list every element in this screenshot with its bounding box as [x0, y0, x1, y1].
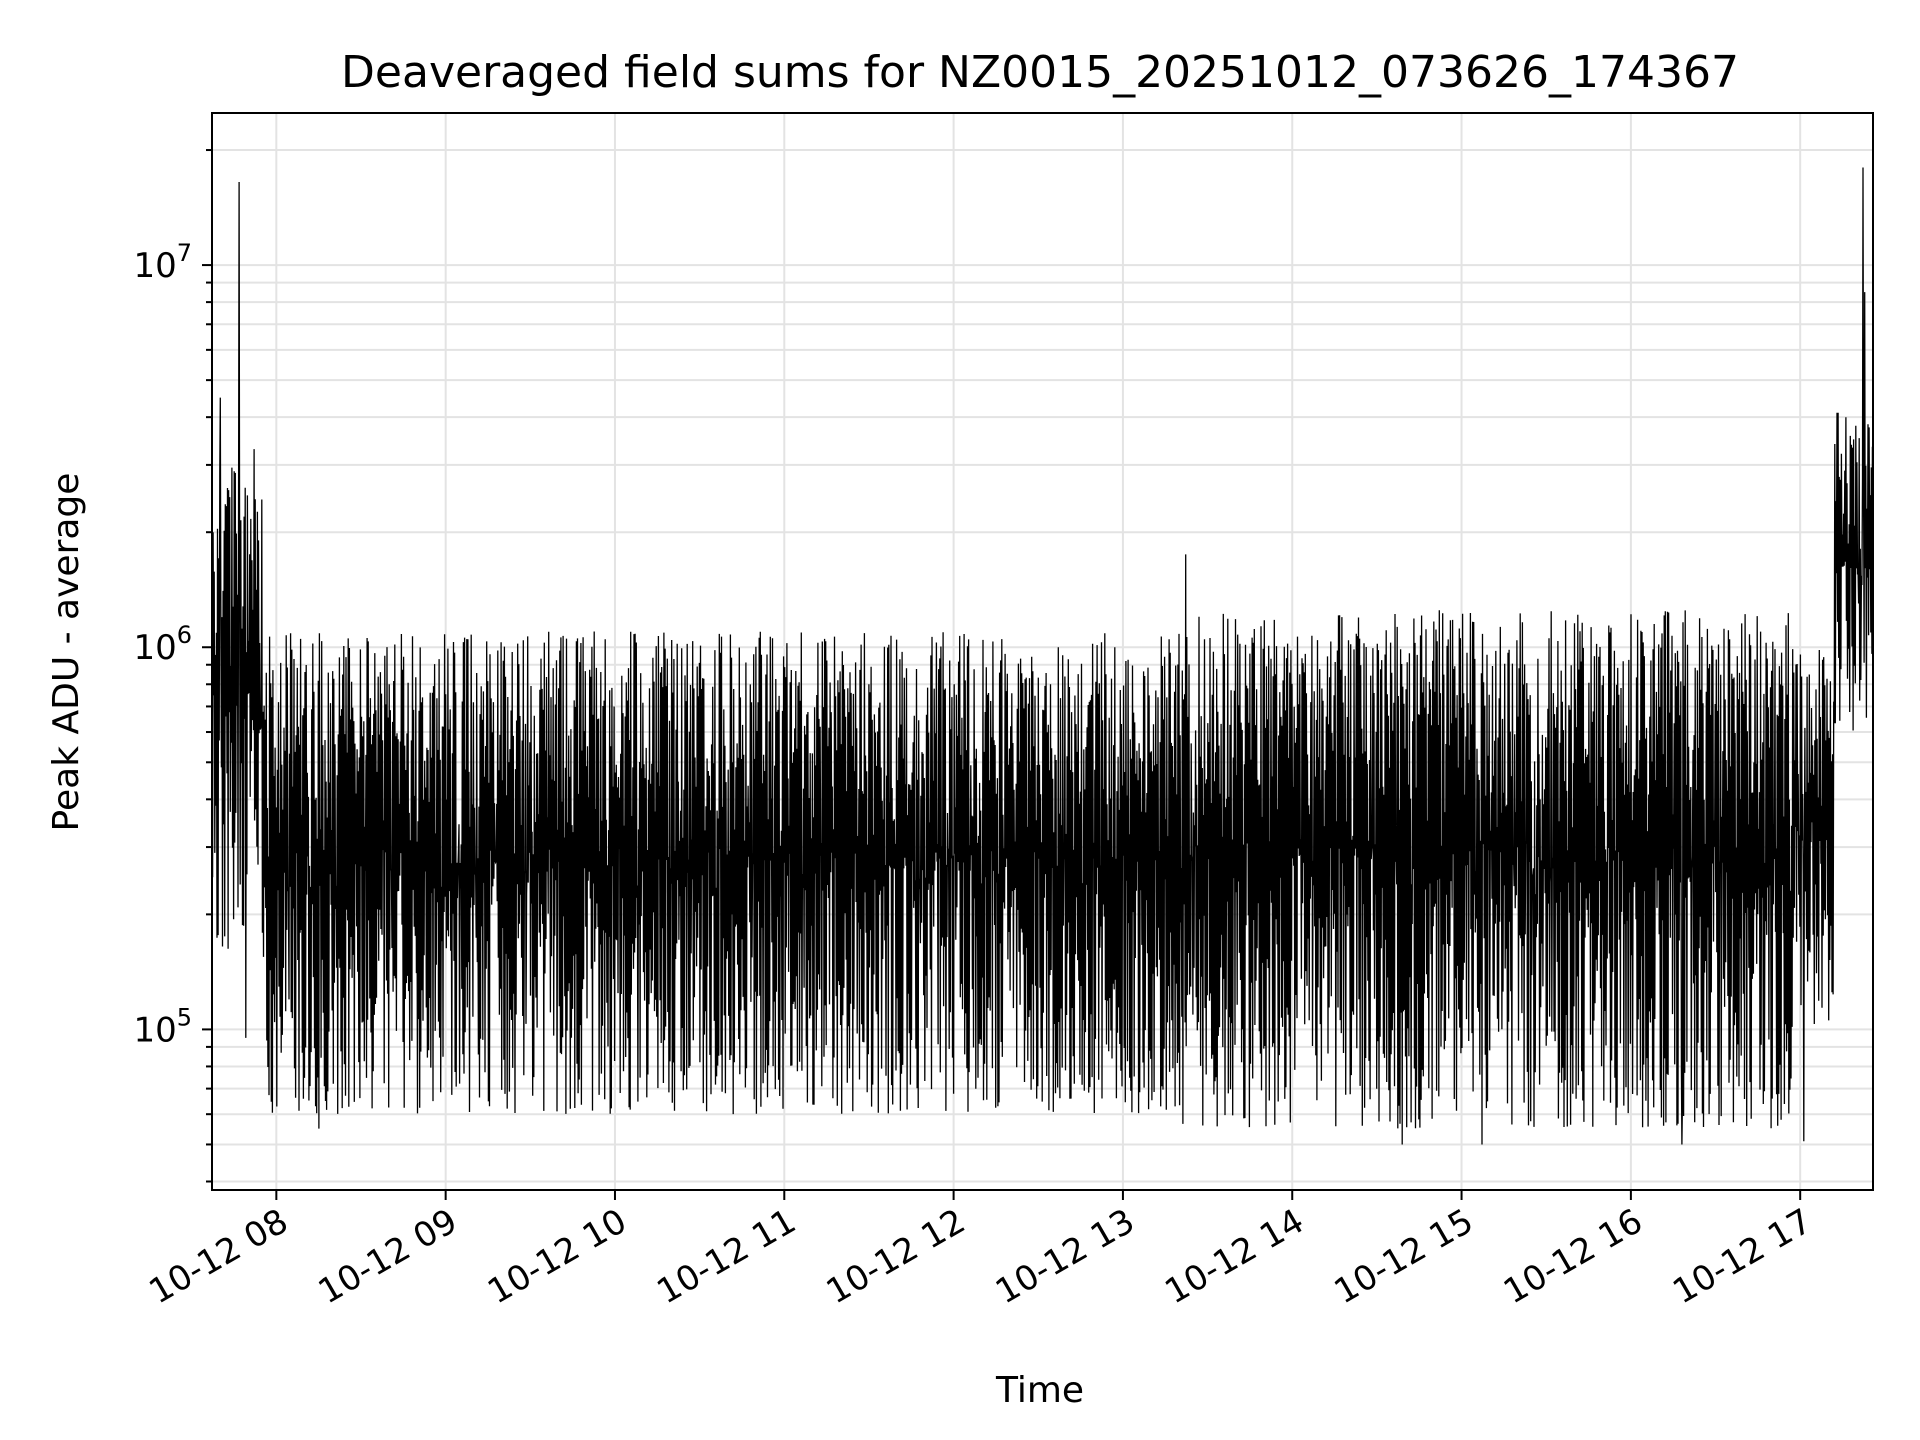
y-tick-label: 106 [133, 621, 192, 668]
plot-area [212, 167, 1873, 1145]
chart-title: Deaveraged field sums for NZ0015_2025101… [341, 47, 1739, 98]
x-axis-label: Time [995, 1370, 1084, 1411]
y-axis-label: Peak ADU - average [46, 473, 87, 832]
y-tick-label: 107 [133, 239, 192, 286]
y-tick-label: 105 [133, 1003, 192, 1050]
plot-frame [211, 112, 1874, 1191]
y-axis: 105 106 107 [133, 149, 212, 1183]
series-line-field-sums [212, 167, 1873, 1145]
